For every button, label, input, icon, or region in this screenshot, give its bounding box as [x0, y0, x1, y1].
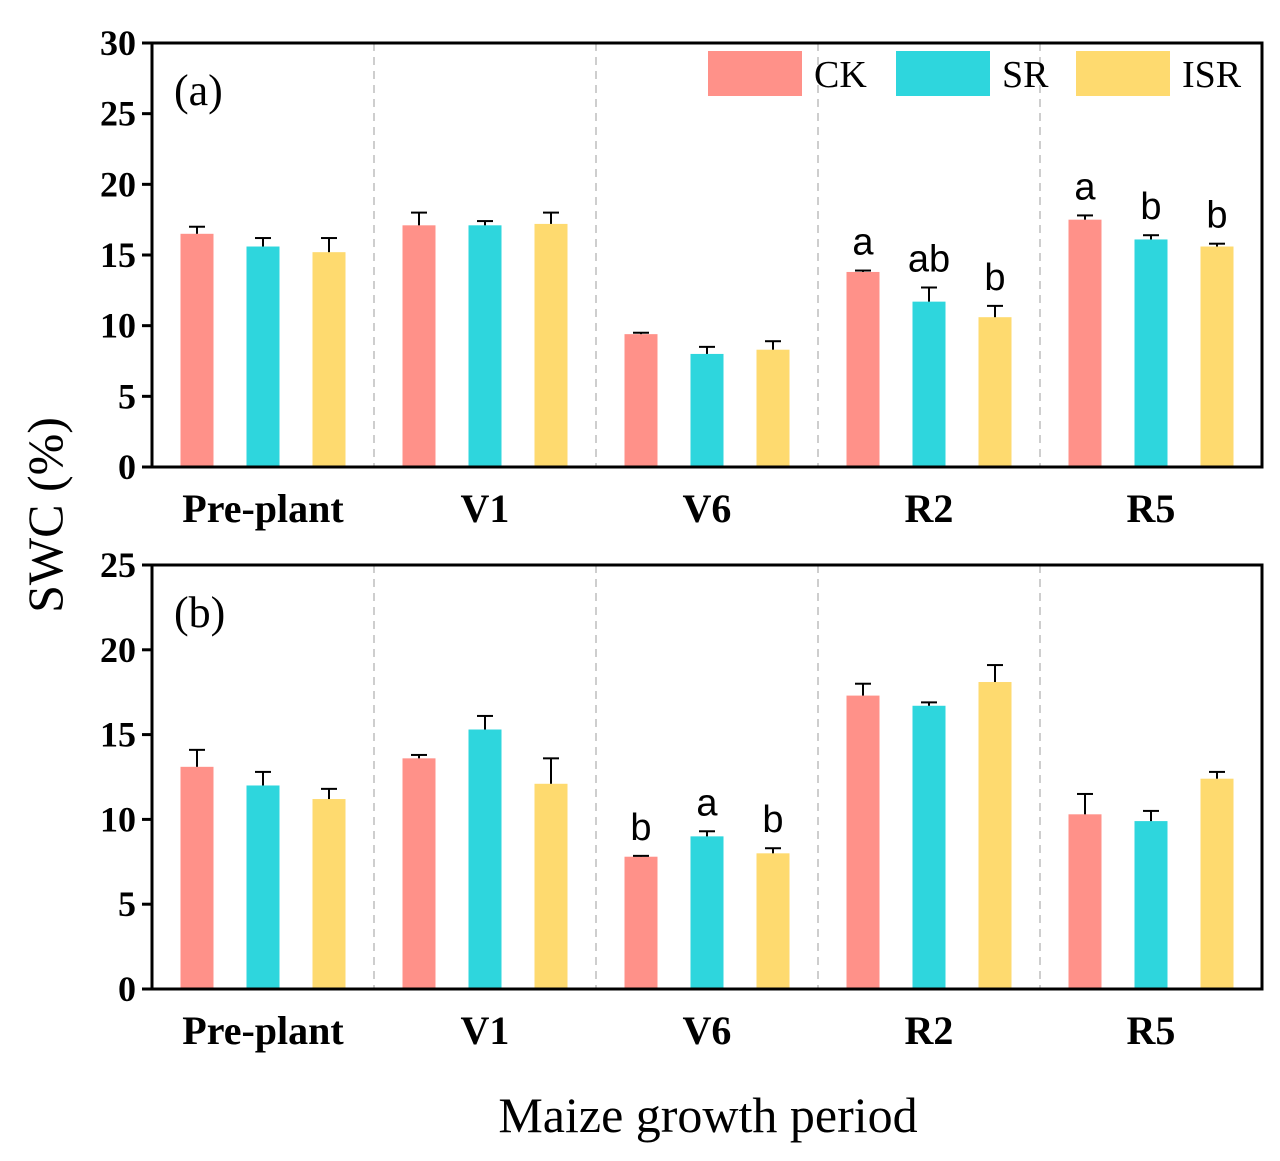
bar-ck: [1068, 814, 1102, 989]
x-axis-title: Maize growth period: [498, 1087, 917, 1143]
bar-isr: [534, 783, 568, 989]
bar-sr: [468, 729, 502, 989]
significance-letter: a: [1074, 166, 1096, 208]
bar-ck: [180, 233, 214, 467]
bar-isr: [1200, 778, 1234, 989]
bar-isr: [312, 799, 346, 989]
legend-label-ck: CK: [814, 54, 867, 96]
x-tick-label: R5: [1127, 486, 1176, 531]
bar-isr: [756, 349, 790, 467]
x-tick-label: Pre-plant: [182, 1008, 344, 1053]
significance-letter: b: [1206, 195, 1227, 237]
x-tick-label: V6: [683, 486, 732, 531]
bar-isr: [978, 682, 1012, 989]
y-tick-label: 5: [118, 884, 136, 924]
legend-label-isr: ISR: [1182, 54, 1242, 96]
bar-sr: [912, 705, 946, 989]
panel-label: (a): [174, 66, 223, 115]
bar-ck: [846, 271, 880, 467]
bar-ck: [402, 225, 436, 467]
legend-swatch-isr: [1076, 51, 1170, 96]
bar-isr: [312, 252, 346, 467]
significance-letter: b: [630, 807, 651, 849]
bar-sr: [246, 246, 280, 467]
significance-letter: a: [696, 782, 718, 824]
x-tick-label: V1: [461, 486, 510, 531]
bar-sr: [912, 301, 946, 467]
y-tick-label: 0: [118, 969, 136, 1009]
bar-isr: [1200, 246, 1234, 467]
bar-ck: [624, 856, 658, 989]
significance-letter: a: [852, 222, 874, 264]
legend-label-sr: SR: [1002, 54, 1049, 96]
x-tick-label: R2: [905, 486, 954, 531]
bar-ck: [624, 334, 658, 467]
x-tick-label: Pre-plant: [182, 486, 344, 531]
bar-ck: [846, 695, 880, 989]
legend-swatch-ck: [708, 51, 802, 96]
bar-ck: [402, 758, 436, 989]
bar-sr: [690, 836, 724, 989]
panel-b-chart: b a b 0 5 10 15 20 25 Pre-plant V1 V6 R2 R5 (b): [100, 545, 1264, 1053]
significance-letter: b: [984, 257, 1005, 299]
bar-sr: [690, 353, 724, 467]
y-axis-title: SWC (%): [17, 417, 73, 613]
significance-letter: b: [762, 799, 783, 841]
bar-sr: [246, 785, 280, 989]
y-tick-label: 20: [100, 630, 136, 670]
significance-letter: b: [1140, 186, 1161, 228]
y-tick-label: 30: [100, 23, 136, 63]
plot-frame: [150, 563, 1264, 991]
x-tick-label: V6: [683, 1008, 732, 1053]
x-tick-label: V1: [461, 1008, 510, 1053]
x-tick-label: R2: [905, 1008, 954, 1053]
panel-label: (b): [174, 588, 225, 637]
bar-ck: [180, 766, 214, 989]
y-tick-label: 10: [100, 799, 136, 839]
bar-isr: [534, 223, 568, 467]
legend: CK SR ISR: [708, 51, 1242, 96]
bar-isr: [978, 317, 1012, 467]
y-tick-label: 25: [100, 94, 136, 134]
significance-letter: ab: [908, 239, 950, 281]
y-tick-label: 15: [100, 235, 136, 275]
x-tick-label: R5: [1127, 1008, 1176, 1053]
y-tick-label: 15: [100, 715, 136, 755]
y-tick-label: 5: [118, 376, 136, 416]
bar-isr: [756, 853, 790, 989]
y-tick-label: 0: [118, 447, 136, 487]
bar-sr: [1134, 821, 1168, 989]
y-tick-label: 10: [100, 306, 136, 346]
bar-sr: [468, 225, 502, 467]
y-tick-label: 25: [100, 545, 136, 585]
bar-sr: [1134, 239, 1168, 467]
legend-swatch-sr: [896, 51, 990, 96]
bar-ck: [1068, 219, 1102, 467]
y-tick-label: 20: [100, 164, 136, 204]
